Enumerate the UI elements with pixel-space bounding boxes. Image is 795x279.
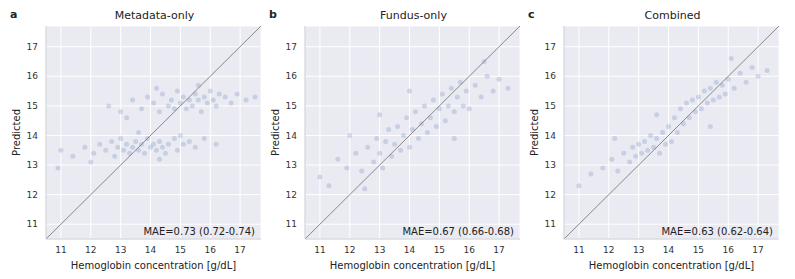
html-text:Fundus-only: Fundus-only [380,9,447,22]
svg-text:17: 17 [286,42,297,52]
svg-text:12: 12 [85,245,96,255]
svg-text:12: 12 [286,190,297,200]
svg-text:13: 13 [374,245,385,255]
svg-text:Predicted: Predicted [270,109,281,156]
svg-text:16: 16 [723,245,735,255]
svg-text:13: 13 [286,160,297,170]
html-text:Metadata-only: Metadata-only [114,9,195,22]
svg-text:14: 14 [404,245,416,255]
svg-text:11: 11 [314,245,325,255]
svg-text:15: 15 [27,101,38,111]
svg-text:15: 15 [693,245,704,255]
svg-text:Hemoglobin concentration [g/dL: Hemoglobin concentration [g/dL] [330,260,495,271]
svg-text:14: 14 [545,131,557,141]
svg-text:16: 16 [545,71,557,81]
svg-text:16: 16 [27,71,39,81]
html-text:MAE=0.63 (0.62-0.64): MAE=0.63 (0.62-0.64) [661,226,773,237]
svg-text:Hemoglobin concentration [g/dL: Hemoglobin concentration [g/dL] [589,260,754,271]
html-text:MAE=0.67 (0.66-0.68): MAE=0.67 (0.66-0.68) [402,226,514,237]
svg-text:16: 16 [464,245,476,255]
svg-text:11: 11 [27,219,38,229]
svg-text:Predicted: Predicted [529,109,540,156]
svg-text:13: 13 [27,160,38,170]
svg-text:13: 13 [545,160,556,170]
svg-text:12: 12 [27,190,38,200]
svg-text:17: 17 [545,42,556,52]
svg-text:15: 15 [545,101,556,111]
svg-text:17: 17 [752,245,763,255]
svg-text:11: 11 [573,245,584,255]
svg-text:11: 11 [286,219,297,229]
html-text:MAE=0.73 (0.72-0.74): MAE=0.73 (0.72-0.74) [143,226,255,237]
svg-text:13: 13 [633,245,644,255]
svg-text:13: 13 [115,245,126,255]
svg-text:14: 14 [27,131,39,141]
svg-text:12: 12 [603,245,614,255]
svg-text:12: 12 [344,245,355,255]
svg-text:11: 11 [55,245,66,255]
svg-text:16: 16 [205,245,217,255]
svg-text:15: 15 [286,101,297,111]
svg-text:14: 14 [663,245,675,255]
html-text:Combined: Combined [644,9,701,22]
svg-text:Predicted: Predicted [11,109,22,156]
html-text:a: a [10,8,18,21]
svg-text:15: 15 [434,245,445,255]
svg-text:17: 17 [27,42,38,52]
svg-text:14: 14 [145,245,157,255]
svg-text:17: 17 [493,245,504,255]
svg-text:17: 17 [234,245,245,255]
html-text:b: b [269,8,277,21]
svg-text:11: 11 [545,219,556,229]
svg-text:Hemoglobin concentration [g/dL: Hemoglobin concentration [g/dL] [71,260,236,271]
svg-text:12: 12 [545,190,556,200]
svg-text:16: 16 [286,71,298,81]
html-text:c: c [528,8,535,21]
svg-text:15: 15 [175,245,186,255]
svg-text:14: 14 [286,131,298,141]
